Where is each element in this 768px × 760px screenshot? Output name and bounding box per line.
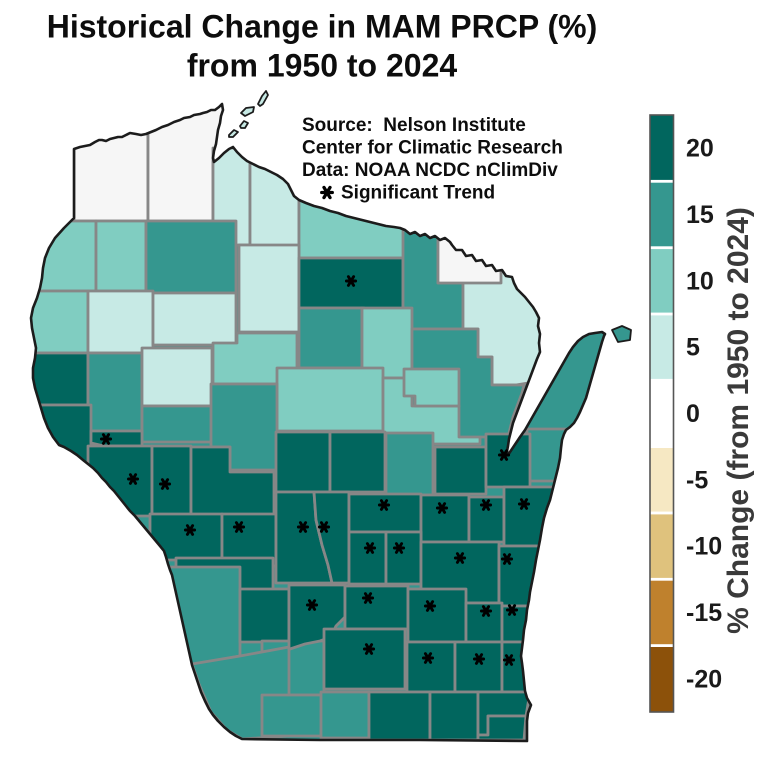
svg-text:from 1950 to 2024: from 1950 to 2024: [187, 48, 458, 84]
svg-text:0: 0: [686, 400, 700, 428]
svg-text:-20: -20: [686, 665, 722, 693]
svg-text:Data: NOAA NCDC nClimDiv: Data: NOAA NCDC nClimDiv: [302, 160, 558, 181]
svg-text:5: 5: [686, 334, 700, 362]
svg-text:-10: -10: [686, 533, 722, 561]
svg-text:Source: Nelson Institute: Source: Nelson Institute: [302, 115, 526, 136]
svg-text:Historical Change in MAM PRCP: Historical Change in MAM PRCP (%): [47, 9, 598, 45]
svg-text:% Change (from 1950 to 2024): % Change (from 1950 to 2024): [722, 207, 755, 634]
svg-text:-5: -5: [686, 466, 708, 494]
svg-text:20: 20: [686, 135, 714, 163]
svg-text:Significant Trend: Significant Trend: [341, 183, 495, 204]
svg-text:10: 10: [686, 267, 714, 295]
svg-text:Center for Climatic Research: Center for Climatic Research: [302, 138, 563, 159]
svg-text:-15: -15: [686, 599, 722, 627]
svg-text:15: 15: [686, 201, 714, 229]
